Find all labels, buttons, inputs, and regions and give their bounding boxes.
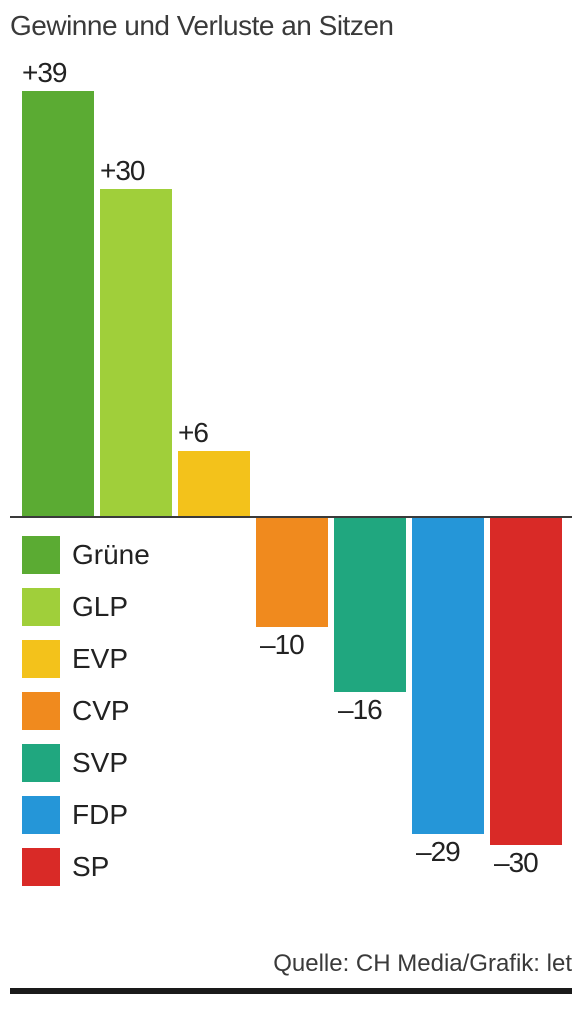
bar-fdp <box>412 518 484 834</box>
chart-source: Quelle: CH Media/Grafik: let <box>0 950 572 978</box>
legend-swatch <box>22 796 60 834</box>
bar-label-sp: –30 <box>494 847 538 879</box>
legend-item-evp: EVP <box>22 640 150 678</box>
bar-evp <box>178 451 250 516</box>
legend-label: SVP <box>72 747 128 779</box>
bar-label-svp: –16 <box>338 694 382 726</box>
legend-label: SP <box>72 851 109 883</box>
legend-item-grüne: Grüne <box>22 536 150 574</box>
chart-title: Gewinne und Verluste an Sitzen <box>10 10 572 42</box>
legend-label: EVP <box>72 643 128 675</box>
legend: Grüne GLP EVP CVP SVP FDP SP <box>22 536 150 900</box>
legend-item-sp: SP <box>22 848 150 886</box>
bar-label-cvp: –10 <box>260 629 304 661</box>
bar-sp <box>490 518 562 845</box>
legend-label: GLP <box>72 591 128 623</box>
footer-rule <box>10 988 572 994</box>
chart-container: Gewinne und Verluste an Sitzen +39 +30 +6 –… <box>0 0 582 932</box>
legend-swatch <box>22 536 60 574</box>
legend-label: FDP <box>72 799 128 831</box>
chart-area: +39+30+6–10–16–29–30GrüneGLPEVPCVPSVPFDP… <box>10 62 572 932</box>
bar-cvp <box>256 518 328 627</box>
legend-item-cvp: CVP <box>22 692 150 730</box>
legend-item-fdp: FDP <box>22 796 150 834</box>
bar-label-grüne: +39 <box>22 57 67 89</box>
bar-grüne <box>22 91 94 516</box>
legend-label: Grüne <box>72 539 150 571</box>
bar-label-glp: +30 <box>100 155 145 187</box>
legend-swatch <box>22 588 60 626</box>
bar-svp <box>334 518 406 692</box>
legend-swatch <box>22 692 60 730</box>
legend-item-glp: GLP <box>22 588 150 626</box>
bar-label-evp: +6 <box>178 417 208 449</box>
bar-glp <box>100 189 172 516</box>
bar-label-fdp: –29 <box>416 836 460 868</box>
legend-swatch <box>22 744 60 782</box>
legend-label: CVP <box>72 695 130 727</box>
legend-swatch <box>22 640 60 678</box>
legend-swatch <box>22 848 60 886</box>
legend-item-svp: SVP <box>22 744 150 782</box>
